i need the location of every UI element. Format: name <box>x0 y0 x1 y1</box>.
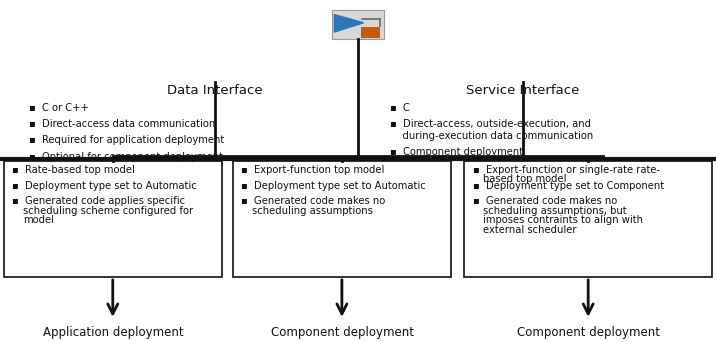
Text: imposes contraints to align with: imposes contraints to align with <box>483 215 643 225</box>
Text: ▪  Export-function or single-rate rate-: ▪ Export-function or single-rate rate- <box>473 165 659 175</box>
Text: ▪  Direct-access, outside-execution, and
    during-execution data communication: ▪ Direct-access, outside-execution, and … <box>390 119 594 141</box>
Text: ▪  Generated code makes no: ▪ Generated code makes no <box>241 196 385 206</box>
Text: ▪  Component deployment: ▪ Component deployment <box>390 147 523 157</box>
Text: external scheduler: external scheduler <box>483 225 577 235</box>
Text: Service Interface: Service Interface <box>466 84 579 97</box>
Text: model: model <box>23 215 54 225</box>
Text: ▪  Direct-access data communication: ▪ Direct-access data communication <box>29 119 215 129</box>
FancyBboxPatch shape <box>332 10 384 39</box>
Text: Application deployment: Application deployment <box>43 326 183 339</box>
FancyBboxPatch shape <box>464 161 712 277</box>
FancyBboxPatch shape <box>361 27 380 38</box>
Text: ▪  C or C++: ▪ C or C++ <box>29 103 89 113</box>
Text: ▪  Deployment type set to Automatic: ▪ Deployment type set to Automatic <box>241 181 426 190</box>
Polygon shape <box>334 15 364 32</box>
Text: ▪  Rate-based top model: ▪ Rate-based top model <box>12 165 135 175</box>
Text: based top model: based top model <box>483 174 567 184</box>
Text: scheduling assumptions, but: scheduling assumptions, but <box>483 206 627 216</box>
FancyBboxPatch shape <box>4 161 222 277</box>
Text: scheduling assumptions: scheduling assumptions <box>252 206 373 216</box>
Text: ▪  Required for application deployment: ▪ Required for application deployment <box>29 135 224 145</box>
Text: ▪  Deployment type set to Automatic: ▪ Deployment type set to Automatic <box>12 181 197 190</box>
Text: Component deployment: Component deployment <box>517 326 660 339</box>
Text: ▪  Generated code applies specific: ▪ Generated code applies specific <box>12 196 185 206</box>
FancyBboxPatch shape <box>233 161 451 277</box>
Text: ▪  Optional for component deployment: ▪ Optional for component deployment <box>29 152 223 162</box>
Text: ▪  Deployment type set to Component: ▪ Deployment type set to Component <box>473 181 664 190</box>
Text: Component deployment: Component deployment <box>271 326 414 339</box>
Text: scheduling scheme configured for: scheduling scheme configured for <box>23 206 193 216</box>
Text: Data Interface: Data Interface <box>167 84 263 97</box>
Text: ▪  Export-function top model: ▪ Export-function top model <box>241 165 384 175</box>
Text: ▪  Generated code makes no: ▪ Generated code makes no <box>473 196 616 206</box>
Text: ▪  C: ▪ C <box>390 103 410 113</box>
